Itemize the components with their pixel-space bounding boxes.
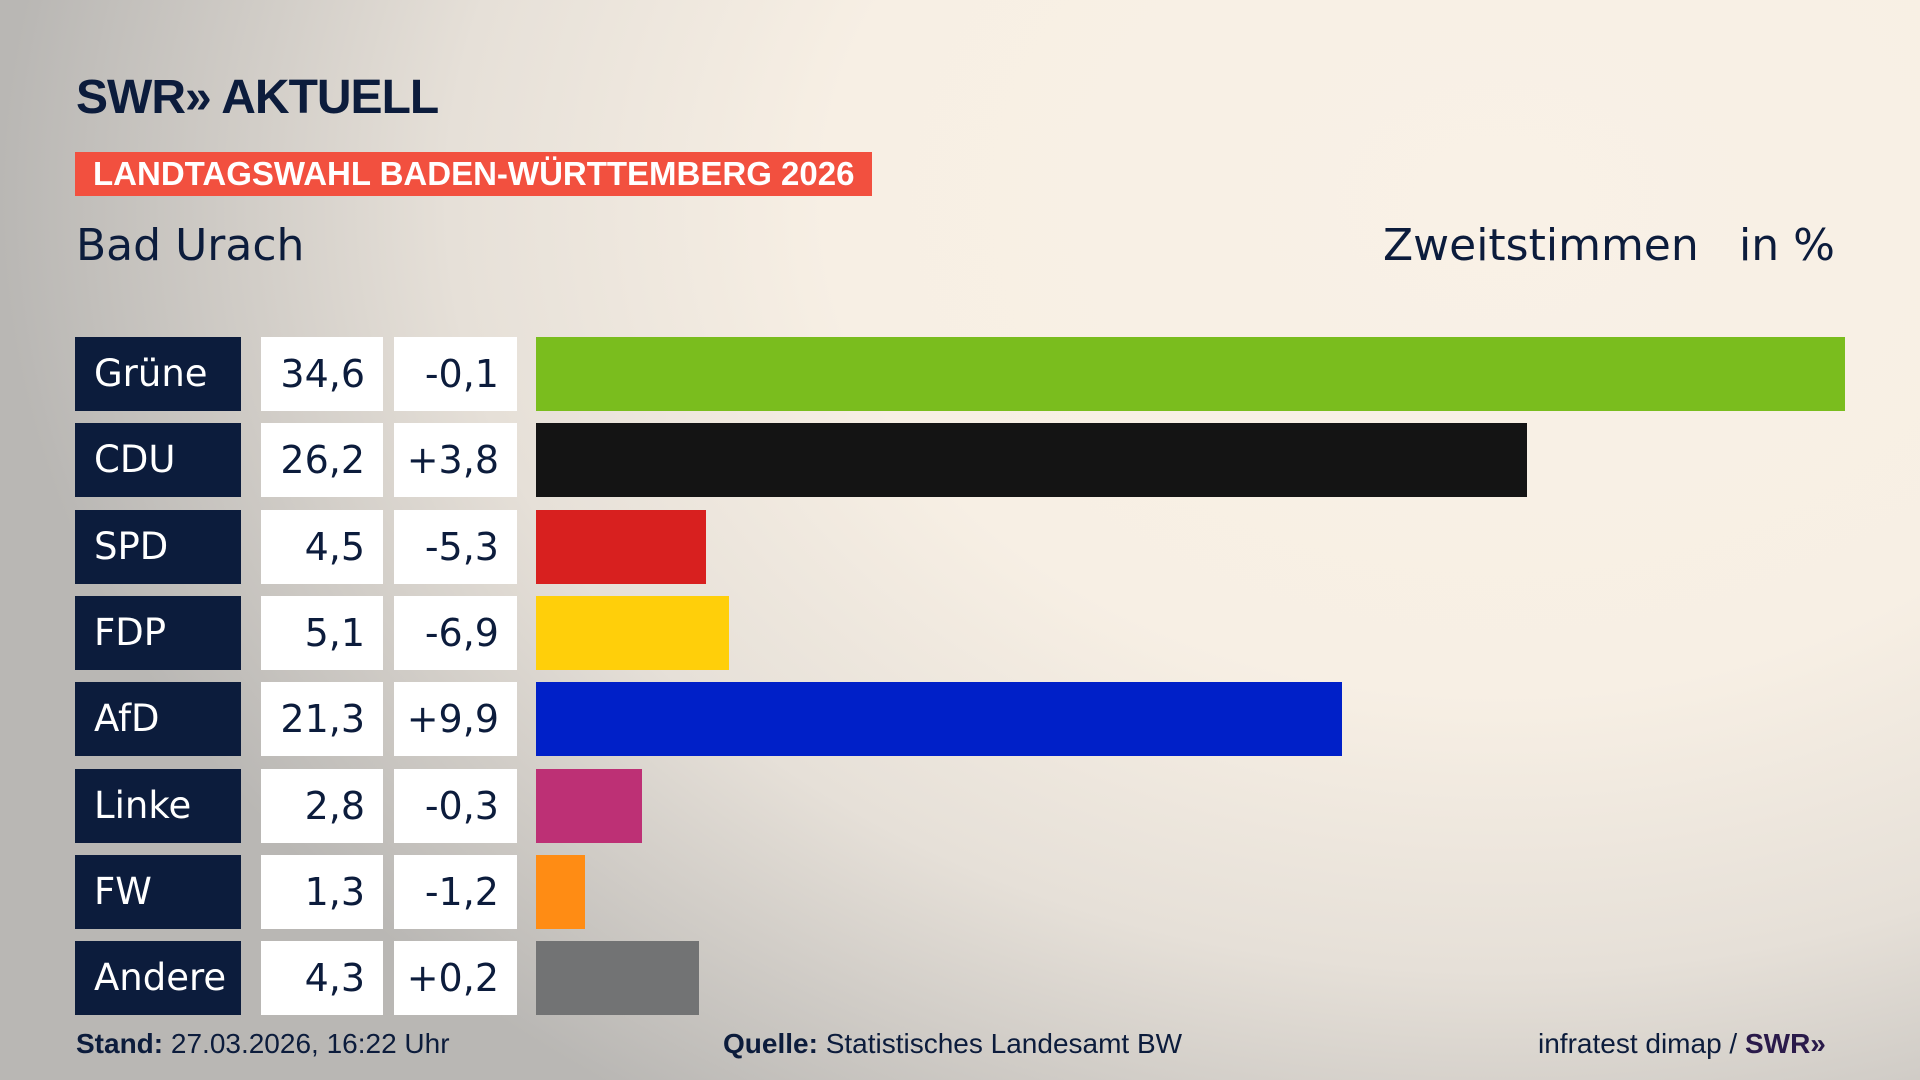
value-label: 26,2 (261, 423, 383, 498)
timestamp: Stand: 27.03.2026, 16:22 Uhr (76, 1028, 450, 1060)
value-label: 1,3 (261, 854, 383, 929)
swr-aktuell-logo: SWR» AKTUELL (76, 71, 439, 124)
party-label: AfD (75, 682, 241, 757)
value-label: 4,5 (261, 509, 383, 584)
chart-row: Linke 2,8 -0,3 (75, 768, 1875, 843)
chart-row: CDU 26,2 +3,8 (75, 423, 1875, 498)
party-label: Linke (75, 768, 241, 843)
bar (536, 337, 1845, 411)
party-label: FDP (75, 595, 241, 670)
change-label: -0,1 (394, 337, 517, 411)
party-label: SPD (75, 509, 241, 584)
change-label: -6,9 (394, 595, 517, 670)
change-label: +9,9 (394, 682, 517, 757)
bar (536, 509, 707, 584)
chart-row: Andere 4,3 +0,2 (75, 941, 1875, 1016)
quelle-value: Statistisches Landesamt BW (825, 1028, 1183, 1059)
chart-row: SPD 4,5 -5,3 (75, 509, 1875, 584)
change-label: +3,8 (394, 423, 517, 498)
party-label: FW (75, 854, 241, 929)
change-label: -1,2 (394, 854, 517, 929)
chart-row: AfD 21,3 +9,9 (75, 682, 1875, 757)
bar (536, 595, 729, 670)
bar (536, 423, 1528, 498)
stand-value: 27.03.2026, 16:22 Uhr (170, 1028, 450, 1059)
credit-text: infratest dimap / (1538, 1028, 1738, 1059)
source: Quelle: Statistisches Landesamt BW (723, 1028, 1182, 1060)
chart-row: Grüne 34,6 -0,1 (75, 337, 1875, 411)
change-label: -5,3 (394, 509, 517, 584)
bar (536, 682, 1342, 757)
vote-type-label: Zweitstimmen (1383, 220, 1699, 271)
party-label: Andere (75, 941, 241, 1016)
value-label: 4,3 (261, 941, 383, 1016)
bar (536, 854, 586, 929)
bar (536, 768, 642, 843)
change-label: -0,3 (394, 768, 517, 843)
chart-row: FDP 5,1 -6,9 (75, 595, 1875, 670)
value-label: 34,6 (261, 337, 383, 411)
election-banner: LANDTAGSWAHL BADEN-WÜRTTEMBERG 2026 (75, 152, 873, 196)
value-label: 5,1 (261, 595, 383, 670)
credit: infratest dimap / SWR» (1538, 1028, 1826, 1060)
bar (536, 941, 699, 1016)
value-label: 2,8 (261, 768, 383, 843)
chart-row: FW 1,3 -1,2 (75, 854, 1875, 929)
swr-logo: SWR» (1744, 1028, 1826, 1059)
change-label: +0,2 (394, 941, 517, 1016)
stand-label: Stand: (76, 1028, 164, 1059)
region-title: Bad Urach (76, 220, 305, 271)
party-label: Grüne (75, 337, 241, 411)
unit-label: in % (1739, 220, 1835, 271)
quelle-label: Quelle: (723, 1028, 818, 1059)
party-label: CDU (75, 423, 241, 498)
value-label: 21,3 (261, 682, 383, 757)
